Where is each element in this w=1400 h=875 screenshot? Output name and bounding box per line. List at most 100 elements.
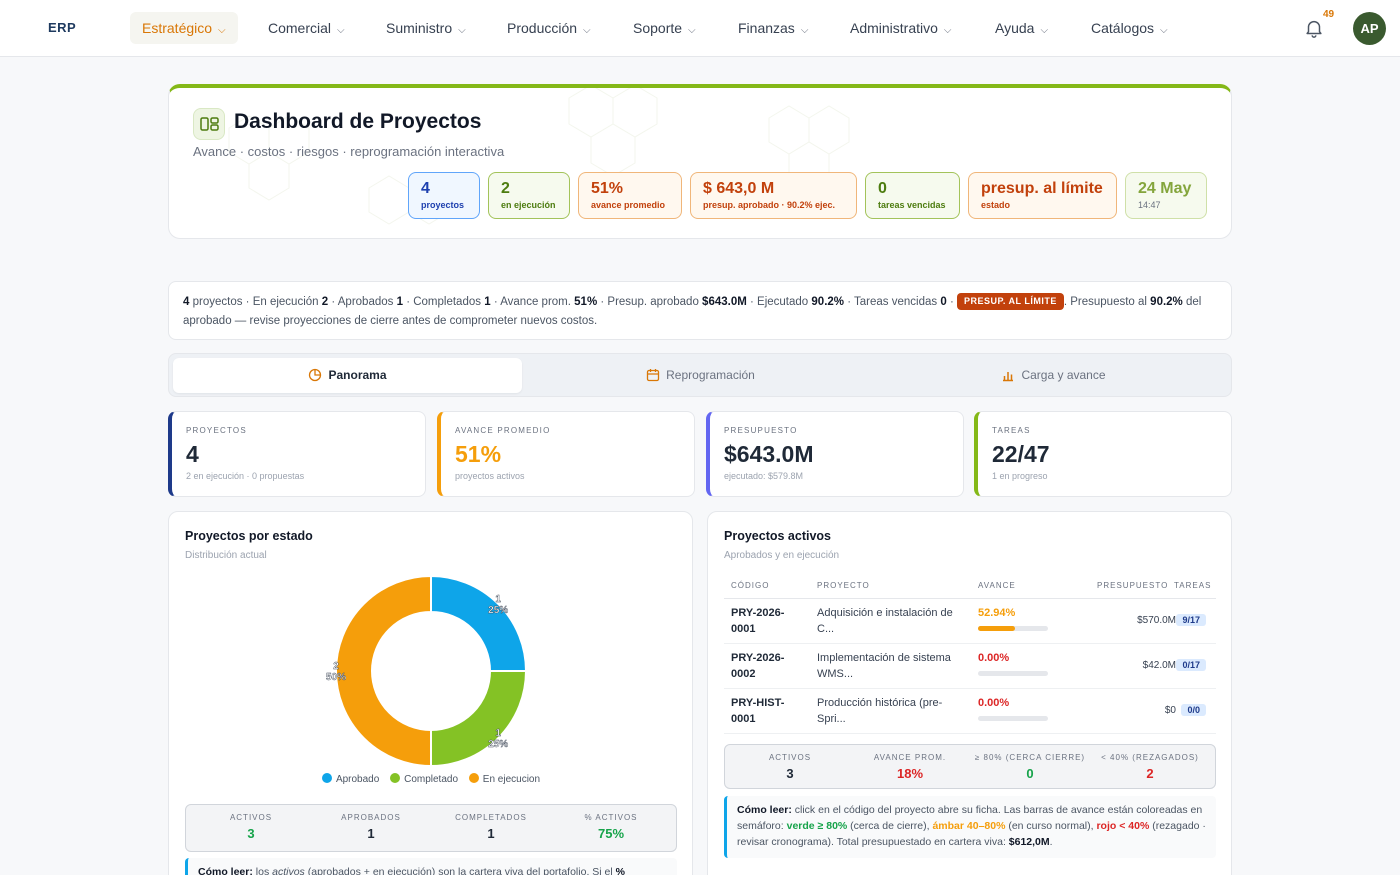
pill-label: tareas vencidas (878, 200, 946, 210)
chevron-down-icon: ⌵ (337, 25, 345, 36)
howto-text: (aprobados + en ejecución) son la carter… (307, 866, 613, 875)
stat-aprobados: APROBADOS 1 (311, 813, 431, 841)
summary-value: 1 (396, 296, 403, 308)
legend-item-en-ejecucion[interactable]: En ejecucion (468, 773, 540, 785)
tab-carga-avance[interactable]: Carga y avance (879, 358, 1228, 393)
chart-legend: Aprobado Completado En ejecucion (169, 773, 693, 785)
summary-banner: 4 proyectos · En ejecución 2 · Aprobados… (168, 281, 1232, 340)
summary-value: 4 (183, 296, 190, 308)
donut-slice-aprobado[interactable] (430, 574, 528, 672)
page-subtitle: Avance · costos · riesgos · reprogramaci… (193, 144, 505, 159)
donut-slice-completado[interactable] (430, 670, 528, 768)
kpi-label: PROYECTOS (186, 426, 247, 435)
nav-item-soporte[interactable]: Soporte ⌵ (621, 12, 708, 44)
howto-note: Cómo leer: los activos (aprobados + en e… (185, 858, 677, 875)
pill-value: 2 (501, 180, 510, 197)
top-navbar: ERP Estratégico ⌵ Comercial ⌵ Suministro ⌵ … (0, 0, 1400, 57)
donut-slice-en-ejecucion[interactable] (335, 574, 432, 768)
slice-percent-label: 50% (326, 672, 346, 683)
kpi-card-tareas: TAREAS 22/47 1 en progreso (974, 411, 1232, 497)
kpi-sub: 2 en ejecución · 0 propuestas (186, 471, 305, 481)
legend-item-aprobado[interactable]: Aprobado (321, 773, 379, 785)
chevron-down-icon: ⌵ (1040, 25, 1049, 36)
kpi-card-proyectos: PROYECTOS 4 2 en ejecución · 0 propuesta… (168, 411, 426, 497)
summary-text: proyectos · (192, 296, 250, 308)
pill-label: en ejecución (501, 200, 556, 210)
stat-value: 0 (1026, 766, 1034, 781)
pill-value: 24 May (1138, 180, 1192, 197)
panel-proyectos-por-estado: Proyectos por estado Distribución actual… (168, 511, 693, 875)
pill-label: avance promedio (591, 200, 666, 210)
progress-percent: 0.00% (978, 697, 1010, 709)
kpi-sub: proyectos activos (455, 471, 525, 481)
tab-label: Panorama (328, 368, 387, 382)
project-name: Implementación de sistema WMS... (817, 652, 951, 680)
howto-text: (cerca de cierre), (850, 820, 930, 832)
howto-text: (en curso normal), (1008, 820, 1094, 832)
project-code-link[interactable]: PRY-2026-0001 (731, 607, 785, 635)
pill-value: 0 (878, 180, 887, 197)
stat-value: 2 (1146, 766, 1154, 781)
progress-percent: 0.00% (978, 652, 1010, 664)
nav-item-estrategico[interactable]: Estratégico ⌵ (130, 12, 238, 44)
chevron-down-icon: ⌵ (688, 25, 696, 36)
nav-item-suministro[interactable]: Suministro ⌵ (374, 12, 478, 44)
legend-label: Completado (404, 774, 459, 785)
column-header[interactable]: PROYECTO (817, 581, 870, 590)
kpi-label: AVANCE PROMEDIO (455, 426, 551, 435)
nav-item-label: Administrativo (850, 20, 938, 36)
pill-value: presup. al límite (981, 180, 1103, 197)
nav-item-label: Estratégico (142, 20, 213, 36)
pill-label: proyectos (421, 200, 465, 210)
pill-label: 14:47 (1138, 200, 1161, 210)
stat-avance-prom: AVANCE PROM. 18% (850, 753, 970, 781)
project-code-link[interactable]: PRY-2026-0002 (731, 652, 785, 680)
nav-item-ayuda[interactable]: Ayuda ⌵ (983, 12, 1060, 44)
column-header[interactable]: PRESUPUESTO (1097, 581, 1169, 590)
stat-label: APROBADOS (341, 813, 401, 822)
table-header: CÓDIGO PROYECTO AVANCE PRESUPUESTO TAREA… (724, 575, 1216, 599)
column-header[interactable]: TAREAS (1174, 581, 1212, 590)
nav-item-label: Producción (507, 20, 578, 36)
avatar[interactable]: AP (1353, 12, 1386, 45)
nav-item-finanzas[interactable]: Finanzas ⌵ (726, 12, 820, 44)
nav-item-catalogos[interactable]: Catálogos ⌵ (1079, 12, 1180, 44)
summary-text: · Avance prom. (493, 296, 571, 308)
nav-item-comercial[interactable]: Comercial ⌵ (256, 12, 357, 44)
howto-text: click en el código del proyecto abre su … (737, 804, 1203, 832)
dashboard-hero-card: Dashboard de Proyectos Avance · costos ·… (168, 84, 1232, 239)
chevron-down-icon: ⌵ (458, 25, 466, 36)
pill-value: 4 (421, 180, 430, 197)
bell-icon[interactable] (1303, 16, 1325, 40)
summary-value: 1 (484, 296, 491, 308)
stat-label: ACTIVOS (229, 813, 273, 822)
chevron-down-icon: ⌵ (800, 25, 809, 36)
project-code-link[interactable]: PRY-HIST-0001 (731, 697, 785, 725)
status-stats-bar: ACTIVOS 3 APROBADOS 1 COMPLETADOS 1 % ACTIV… (185, 804, 677, 852)
legend-item-completado[interactable]: Completado (390, 773, 459, 785)
pill-en-ejecucion: 2 en ejecución (488, 172, 570, 219)
table-row: PRY-HIST-0001 Producción histórica (pre-… (724, 689, 1216, 734)
kpi-value: 22/47 (992, 441, 1050, 467)
nav-item-administrativo[interactable]: Administrativo ⌵ (838, 12, 964, 44)
chevron-down-icon: ⌵ (218, 25, 226, 36)
column-header[interactable]: CÓDIGO (731, 581, 770, 590)
kpi-label: TAREAS (992, 426, 1031, 435)
nav-item-produccion[interactable]: Producción ⌵ (495, 12, 603, 44)
pill-estado: presup. al límite estado (968, 172, 1117, 219)
slice-value-label: 1 (495, 594, 501, 605)
tab-panorama[interactable]: Panorama (173, 358, 522, 393)
howto-text: activos (272, 866, 305, 875)
pill-label: presup. aprobado · 90.2% ejec. (703, 200, 836, 210)
summary-text: . Presupuesto al (1063, 296, 1147, 308)
nav-item-label: Soporte (633, 20, 683, 36)
slice-percent-label: 25% (488, 739, 508, 750)
tab-reprogramacion[interactable]: Reprogramación (526, 358, 875, 393)
summary-text: · Completados (406, 296, 481, 308)
kpi-value: $643.0M (724, 441, 814, 467)
summary-text: · Tareas vencidas (847, 296, 938, 308)
project-name: Producción histórica (pre-Spri... (817, 697, 943, 725)
brand-logo[interactable]: ERP (48, 20, 77, 35)
stat-label: ACTIVOS (768, 753, 812, 762)
column-header[interactable]: AVANCE (978, 581, 1016, 590)
